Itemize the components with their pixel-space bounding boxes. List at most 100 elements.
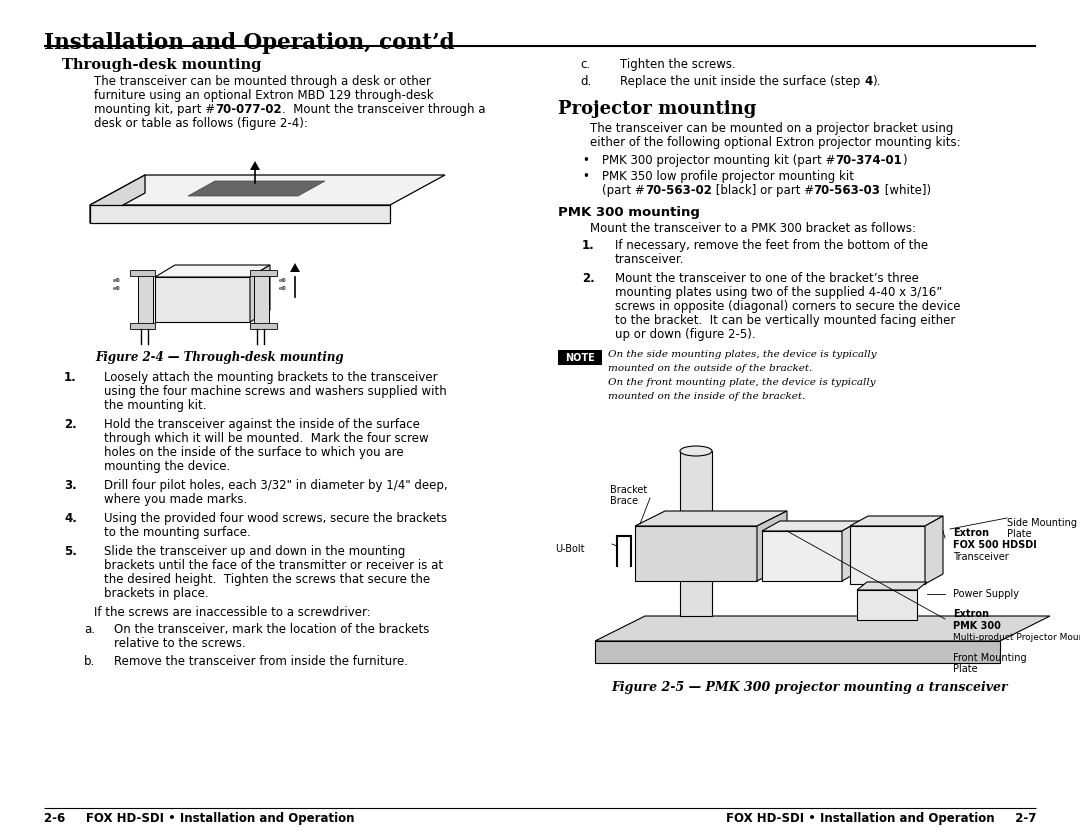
Text: Projector mounting: Projector mounting <box>558 100 756 118</box>
Text: d.: d. <box>580 75 591 88</box>
Text: Brace: Brace <box>610 496 638 506</box>
Text: mounting the device.: mounting the device. <box>104 460 230 473</box>
Polygon shape <box>595 641 1000 663</box>
Text: •: • <box>582 154 589 167</box>
Text: Extron: Extron <box>953 609 989 619</box>
Text: On the side mounting plates, the device is typically: On the side mounting plates, the device … <box>608 350 877 359</box>
Text: If the screws are inaccessible to a screwdriver:: If the screws are inaccessible to a scre… <box>94 606 370 619</box>
Polygon shape <box>842 521 860 581</box>
Text: Plate: Plate <box>1007 529 1031 539</box>
Text: b.: b. <box>84 655 95 668</box>
Text: The transceiver can be mounted on a projector bracket using: The transceiver can be mounted on a proj… <box>590 122 954 135</box>
Text: 70-077-02: 70-077-02 <box>215 103 282 116</box>
Text: Mount the transceiver to a PMK 300 bracket as follows:: Mount the transceiver to a PMK 300 brack… <box>590 222 916 235</box>
Text: PMK 300 projector mounting kit (part #: PMK 300 projector mounting kit (part # <box>602 154 835 167</box>
Text: On the transceiver, mark the location of the brackets: On the transceiver, mark the location of… <box>114 623 430 636</box>
Text: mounting kit, part #: mounting kit, part # <box>94 103 215 116</box>
Text: e⊕: e⊕ <box>279 286 287 291</box>
Text: mounting plates using two of the supplied 4-40 x 3/16”: mounting plates using two of the supplie… <box>615 286 943 299</box>
Polygon shape <box>635 511 787 526</box>
Text: •: • <box>582 170 589 183</box>
Text: Drill four pilot holes, each 3/32" in diameter by 1/4" deep,: Drill four pilot holes, each 3/32" in di… <box>104 479 447 492</box>
Polygon shape <box>858 590 917 620</box>
Text: up or down (figure 2-5).: up or down (figure 2-5). <box>615 328 756 341</box>
Text: relative to the screws.: relative to the screws. <box>114 637 245 650</box>
Text: Power Supply: Power Supply <box>953 589 1020 599</box>
Text: the desired height.  Tighten the screws that secure the: the desired height. Tighten the screws t… <box>104 573 430 586</box>
Text: If necessary, remove the feet from the bottom of the: If necessary, remove the feet from the b… <box>615 239 928 252</box>
Text: where you made marks.: where you made marks. <box>104 493 247 506</box>
Text: 1.: 1. <box>64 371 77 384</box>
Polygon shape <box>249 161 260 170</box>
Text: brackets in place.: brackets in place. <box>104 587 208 600</box>
Text: Installation and Operation, cont’d: Installation and Operation, cont’d <box>44 32 455 54</box>
Polygon shape <box>680 451 712 616</box>
Polygon shape <box>90 175 445 205</box>
Polygon shape <box>254 273 269 326</box>
Polygon shape <box>858 582 927 590</box>
Polygon shape <box>595 616 1050 641</box>
Polygon shape <box>850 516 943 526</box>
Text: desk or table as follows (figure 2-4):: desk or table as follows (figure 2-4): <box>94 117 308 130</box>
Polygon shape <box>90 175 145 223</box>
Polygon shape <box>850 526 924 584</box>
Text: brackets until the face of the transmitter or receiver is at: brackets until the face of the transmitt… <box>104 559 443 572</box>
Text: PMK 300 mounting: PMK 300 mounting <box>558 206 700 219</box>
Text: holes on the inside of the surface to which you are: holes on the inside of the surface to wh… <box>104 446 404 459</box>
Text: Loosely attach the mounting brackets to the transceiver: Loosely attach the mounting brackets to … <box>104 371 437 384</box>
Text: Plate: Plate <box>953 664 977 674</box>
Polygon shape <box>90 205 390 223</box>
Text: Slide the transceiver up and down in the mounting: Slide the transceiver up and down in the… <box>104 545 405 558</box>
Bar <box>558 350 602 365</box>
Text: e⊕: e⊕ <box>279 278 287 283</box>
Text: 70-374-01: 70-374-01 <box>835 154 902 167</box>
Text: 4: 4 <box>864 75 873 88</box>
Text: Bracket: Bracket <box>610 485 647 495</box>
Polygon shape <box>156 265 270 277</box>
Text: 4.: 4. <box>64 512 77 525</box>
Text: (part #: (part # <box>602 184 645 197</box>
Text: Using the provided four wood screws, secure the brackets: Using the provided four wood screws, sec… <box>104 512 447 525</box>
Text: screws in opposite (diagonal) corners to secure the device: screws in opposite (diagonal) corners to… <box>615 300 960 313</box>
Text: a.: a. <box>84 623 95 636</box>
Text: .  Mount the transceiver through a: . Mount the transceiver through a <box>282 103 485 116</box>
Text: e⊕: e⊕ <box>113 286 121 291</box>
Text: furniture using an optional Extron MBD 129 through-desk: furniture using an optional Extron MBD 1… <box>94 89 434 102</box>
Text: NOTE: NOTE <box>565 353 595 363</box>
Polygon shape <box>249 323 276 329</box>
Polygon shape <box>291 263 300 272</box>
Text: [white]): [white]) <box>880 184 931 197</box>
Polygon shape <box>762 521 860 531</box>
Text: U-Bolt: U-Bolt <box>555 544 584 554</box>
Text: transceiver.: transceiver. <box>615 253 685 266</box>
Polygon shape <box>130 270 156 276</box>
Text: Figure 2-5 — PMK 300 projector mounting a transceiver: Figure 2-5 — PMK 300 projector mounting … <box>611 681 1009 694</box>
Text: [black] or part #: [black] or part # <box>712 184 813 197</box>
Text: ).: ). <box>873 75 880 88</box>
Text: Through-desk mounting: Through-desk mounting <box>62 58 261 72</box>
Ellipse shape <box>680 446 712 456</box>
Polygon shape <box>249 270 276 276</box>
Text: Front Mounting: Front Mounting <box>953 653 1027 663</box>
Text: 2-6     FOX HD-SDI • Installation and Operation: 2-6 FOX HD-SDI • Installation and Operat… <box>44 812 354 825</box>
Text: to the bracket.  It can be vertically mounted facing either: to the bracket. It can be vertically mou… <box>615 314 956 327</box>
Text: PMK 300: PMK 300 <box>953 621 1001 631</box>
Text: either of the following optional Extron projector mounting kits:: either of the following optional Extron … <box>590 136 960 149</box>
Text: Figure 2-4 — Through-desk mounting: Figure 2-4 — Through-desk mounting <box>96 351 345 364</box>
Text: to the mounting surface.: to the mounting surface. <box>104 526 251 539</box>
Text: PMK 350 low profile projector mounting kit: PMK 350 low profile projector mounting k… <box>602 170 854 183</box>
Text: using the four machine screws and washers supplied with: using the four machine screws and washer… <box>104 385 447 398</box>
Text: Multi-product Projector Mount Kit: Multi-product Projector Mount Kit <box>953 633 1080 642</box>
Text: ): ) <box>902 154 907 167</box>
Polygon shape <box>249 265 270 322</box>
Text: mounted on the outside of the bracket.: mounted on the outside of the bracket. <box>608 364 812 373</box>
Polygon shape <box>130 323 156 329</box>
Text: Hold the transceiver against the inside of the surface: Hold the transceiver against the inside … <box>104 418 420 431</box>
Text: the mounting kit.: the mounting kit. <box>104 399 206 412</box>
Text: FOX 500 HDSDI: FOX 500 HDSDI <box>953 540 1037 550</box>
Text: c.: c. <box>580 58 590 71</box>
Text: On the front mounting plate, the device is typically: On the front mounting plate, the device … <box>608 378 876 387</box>
Text: The transceiver can be mounted through a desk or other: The transceiver can be mounted through a… <box>94 75 431 88</box>
Polygon shape <box>138 273 153 326</box>
Text: Extron: Extron <box>953 528 989 538</box>
